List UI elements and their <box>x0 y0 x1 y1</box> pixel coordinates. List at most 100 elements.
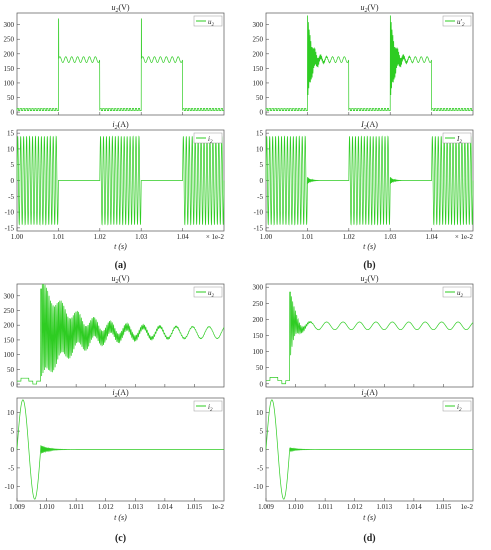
y-tick-label: 0 <box>260 109 264 117</box>
y-tick-label: 250 <box>4 36 15 44</box>
subplot-0-1: -15 -10 -5 0 5 10 15 i2(A) i2 <box>5 120 225 232</box>
y-tick-label: 50 <box>256 94 264 102</box>
y-tick-label: -10 <box>254 483 264 491</box>
y-tick-label: 0 <box>11 446 15 454</box>
y-tick-label: 300 <box>4 21 15 29</box>
legend-label: u2 <box>208 18 215 28</box>
x-tick-label: 1.013 <box>376 503 392 511</box>
x-tick-label: 1.013 <box>127 503 143 511</box>
x-axis-label: t (s) <box>363 513 376 522</box>
x-tick-label: 1.012 <box>347 503 363 511</box>
x-tick-label: 1.03 <box>135 233 148 241</box>
plot-frame <box>265 12 474 116</box>
x-tick-label: 1.02 <box>343 233 356 241</box>
x-tick-label: 1.015 <box>187 503 203 511</box>
legend-box <box>442 286 472 298</box>
series-line <box>266 291 474 385</box>
y-tick-label: 300 <box>4 292 15 300</box>
series-line <box>265 135 474 226</box>
x-tick-label: 1.015 <box>436 503 452 511</box>
x-tick-label: 1.01 <box>301 233 314 241</box>
y-tick-label: -10 <box>5 483 15 491</box>
y-tick-label: 150 <box>4 65 15 73</box>
y-tick-label: 5 <box>11 428 15 436</box>
y-tick-label: 0 <box>11 109 15 117</box>
y-tick-label: 0 <box>11 381 15 389</box>
y-tick-label: 0 <box>260 380 264 388</box>
y-tick-label: -10 <box>254 209 264 217</box>
x-tick-label: 1.04 <box>425 233 438 241</box>
x-tick-label: 1.014 <box>406 503 422 511</box>
y-tick-label: 100 <box>4 79 15 87</box>
x-tick-label: 1.014 <box>157 503 173 511</box>
plot-frame <box>265 283 474 388</box>
legend-box <box>193 15 223 27</box>
y-tick-label: 10 <box>256 145 264 153</box>
y-tick-label: 10 <box>7 409 15 417</box>
x-tick-label: 1.011 <box>317 503 333 511</box>
subplot-title: u2(V) <box>111 274 129 285</box>
subplot-title: u2(V) <box>111 3 129 14</box>
y-tick-label: 15 <box>256 130 264 138</box>
x-tick-label: 1.04 <box>176 233 189 241</box>
y-tick-label: -5 <box>8 193 14 201</box>
y-tick-label: 50 <box>7 366 15 374</box>
subplot-0-0: 0 50 100 150 200 250 300 u2(V) u2 <box>4 3 225 117</box>
y-tick-label: 200 <box>4 50 15 58</box>
subplot-title: i2(A) <box>361 388 378 399</box>
x-tick-label: 1.03 <box>384 233 397 241</box>
x-tick-label: 1.012 <box>98 503 114 511</box>
subplot-2-0: 0 50 100 150 200 250 300 u2(V) u2 <box>4 274 225 389</box>
legend-label: u2 <box>208 289 215 299</box>
y-tick-label: 10 <box>256 409 264 417</box>
subplot-3-0: 0 50 100 150 200 250 300 u2(V) u2 <box>253 274 474 388</box>
subplot-title: I2(A) <box>360 120 378 131</box>
series-line <box>16 399 224 500</box>
x-tick-label: 1.00 <box>11 233 24 241</box>
legend-label: i2 <box>208 135 213 145</box>
y-tick-label: 200 <box>253 50 264 58</box>
legend-box <box>193 286 223 298</box>
y-tick-label: -15 <box>254 224 264 232</box>
y-tick-label: 50 <box>7 94 15 102</box>
x-scale-note: 1e-2 <box>461 503 474 511</box>
legend-box <box>193 132 223 144</box>
subplot-3-1: -10 -5 0 5 10 i2(A) i2 <box>254 388 474 502</box>
y-tick-label: -5 <box>8 464 14 472</box>
x-tick-label: 1.011 <box>68 503 84 511</box>
y-tick-label: 300 <box>253 21 264 29</box>
panel-label: (c) <box>115 533 126 544</box>
y-tick-label: 0 <box>260 446 264 454</box>
subplot-1-0: 0 50 100 150 200 250 300 u2(V) u'2 <box>253 3 474 117</box>
legend-box <box>442 400 472 412</box>
legend-box <box>442 132 472 144</box>
x-scale-note: × 1e-2 <box>206 233 225 241</box>
x-tick-label: 1.010 <box>39 503 55 511</box>
panel-label: (d) <box>363 533 375 544</box>
y-tick-label: 10 <box>7 145 15 153</box>
legend-label: i2 <box>208 403 213 413</box>
y-tick-label: 5 <box>11 161 15 169</box>
x-tick-label: 1.01 <box>52 233 65 241</box>
legend-label: u2 <box>457 289 464 299</box>
panel-0: 0 50 100 150 200 250 300 u2(V) u2 -15 -10 -5 0 5 10 15 i… <box>4 3 225 271</box>
panel-label: (a) <box>115 260 127 271</box>
series-line <box>17 283 225 385</box>
legend-label: I2 <box>456 135 462 145</box>
legend-label: i2 <box>457 403 462 413</box>
y-tick-label: 150 <box>253 65 264 73</box>
series-line <box>16 18 224 111</box>
y-tick-label: -5 <box>257 193 263 201</box>
legend-box <box>193 400 223 412</box>
series-line <box>16 135 225 226</box>
panel-1: 0 50 100 150 200 250 300 u2(V) u'2 -15 -10 -5 0 5 10 15… <box>253 3 474 271</box>
y-tick-label: 250 <box>253 36 264 44</box>
x-scale-note: 1e-2 <box>212 503 225 511</box>
y-tick-label: 0 <box>11 177 15 185</box>
subplot-2-1: -10 -5 0 5 10 i2(A) i2 <box>5 388 225 502</box>
x-axis-label: t (s) <box>114 242 127 251</box>
series-line <box>265 399 473 500</box>
y-tick-label: 250 <box>4 307 15 315</box>
y-tick-label: -15 <box>5 224 15 232</box>
